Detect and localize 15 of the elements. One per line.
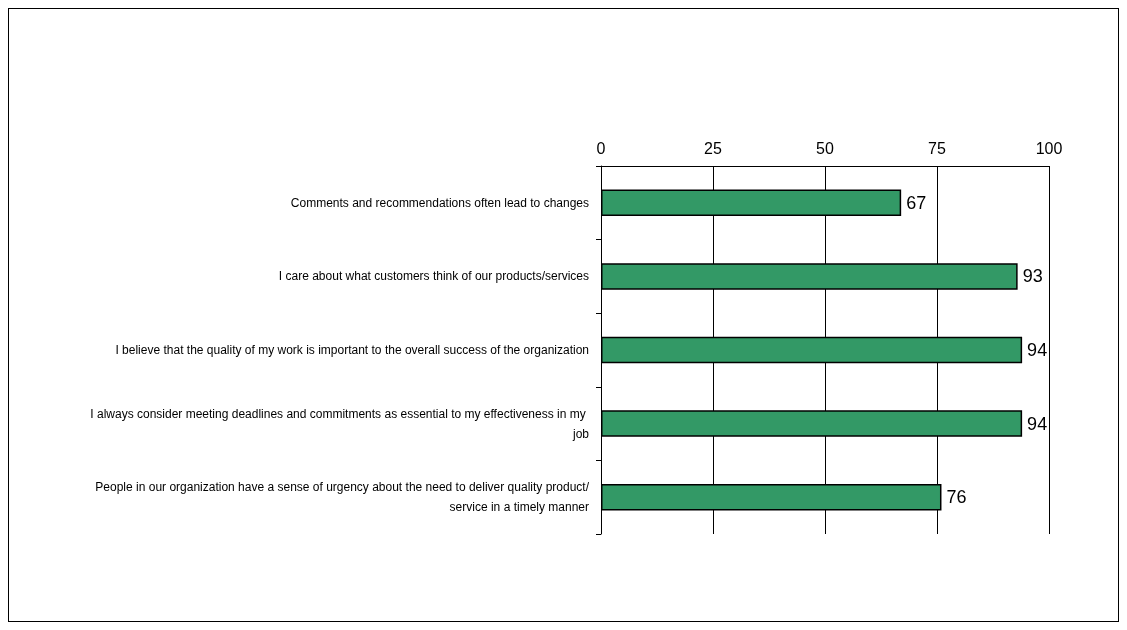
x-tick-label: 0 xyxy=(596,139,606,157)
data-label: 93 xyxy=(1022,266,1043,287)
data-label: 67 xyxy=(906,192,927,213)
y-tick-label: I believe that the quality of my work is important to the overall success of the organization xyxy=(115,343,589,357)
y-tick-label: I care about what customers think of our products/services xyxy=(278,269,589,284)
y-tick-label: People in our organization have a sense of urgency about the need to deliver quality product/service in a timely manner xyxy=(95,480,590,515)
x-tick-label: 100 xyxy=(1035,139,1063,157)
data-label: 94 xyxy=(1027,340,1048,360)
x-tick-label: 75 xyxy=(928,139,946,157)
data-label: 76 xyxy=(946,487,967,508)
y-tick-label: I always consider meeting deadlines and commitments as essential to my effectiveness in my job xyxy=(90,406,590,441)
x-tick-label: 50 xyxy=(816,139,834,157)
x-tick-label: 25 xyxy=(704,139,722,157)
y-tick-label: Comments and recommendations often lead to changes xyxy=(290,195,589,210)
data-label: 94 xyxy=(1027,413,1048,434)
